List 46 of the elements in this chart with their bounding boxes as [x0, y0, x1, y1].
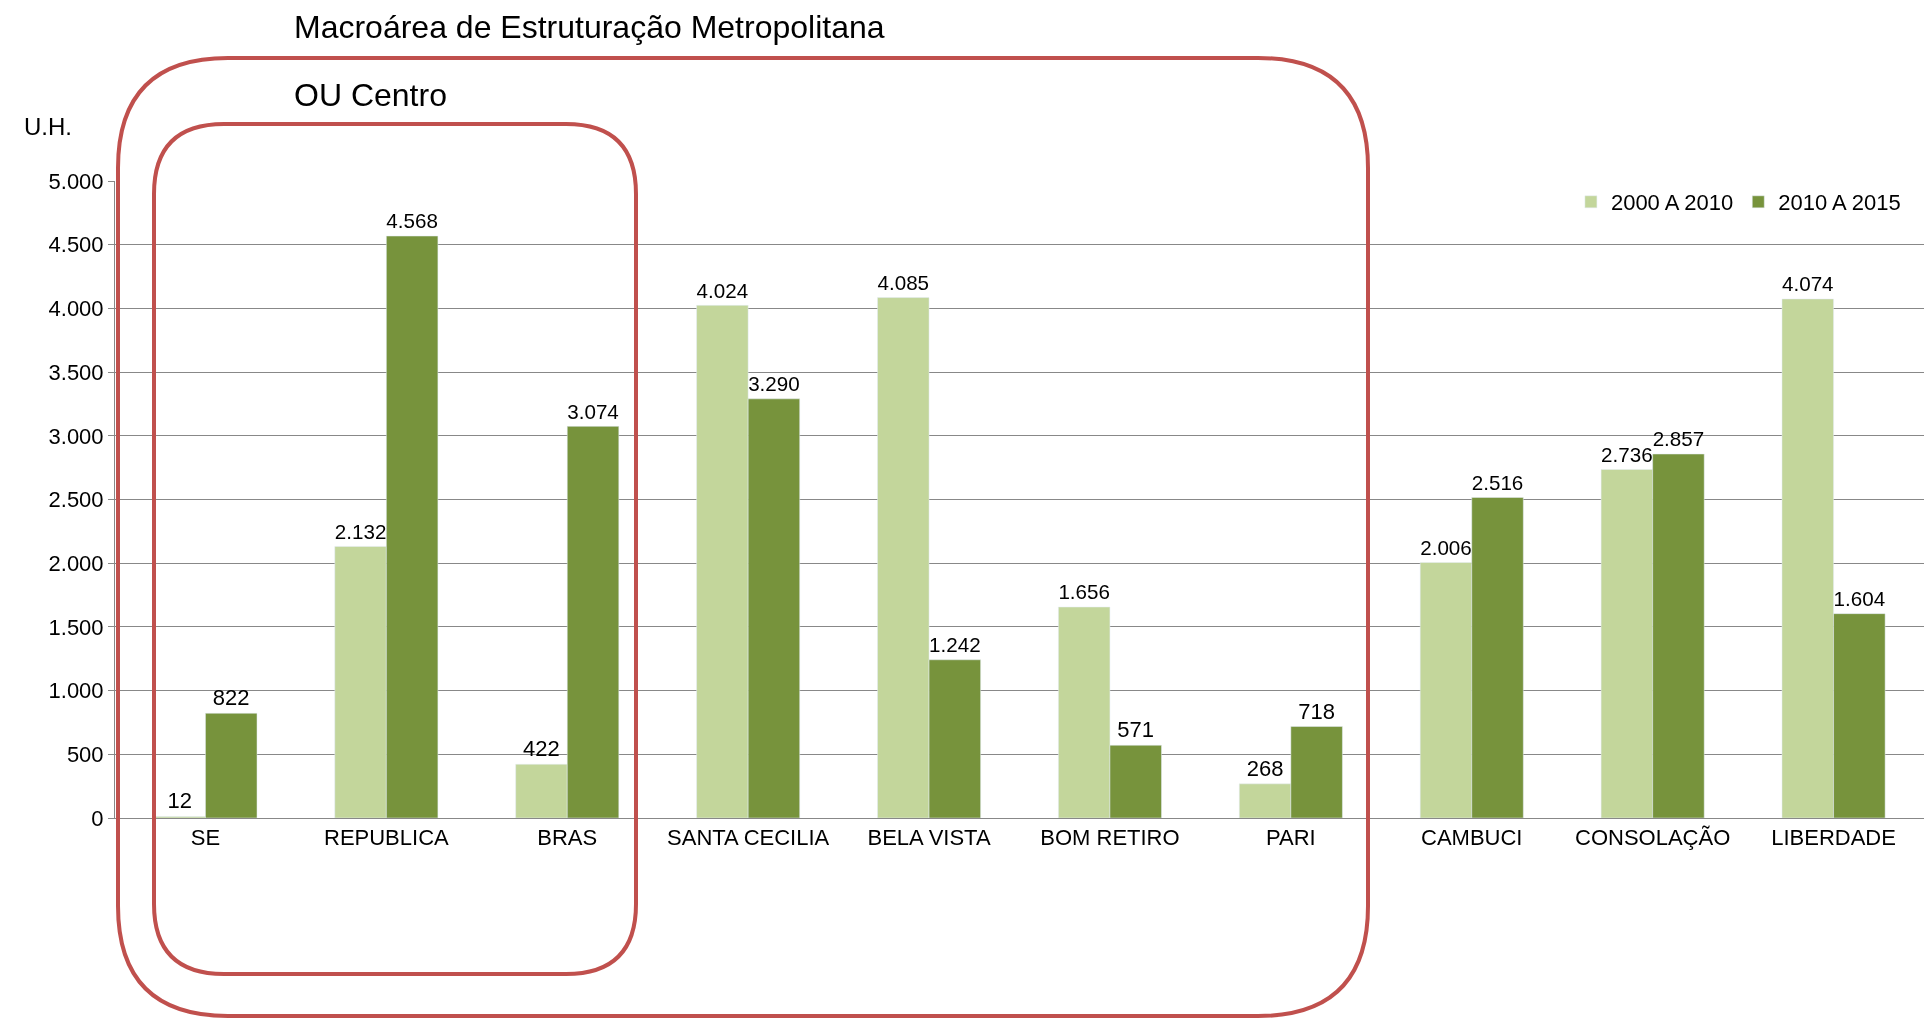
- x-tick-label: SE: [190, 825, 221, 851]
- y-tick-label: 4.500: [48, 232, 104, 258]
- y-tick-label: 2.500: [48, 487, 104, 513]
- data-label: 1.242: [929, 633, 981, 657]
- data-label: 4.568: [386, 209, 438, 233]
- data-label: 2.516: [1471, 470, 1524, 494]
- legend-label: 2010 A 2015: [1778, 190, 1901, 216]
- data-label: 12: [167, 788, 192, 814]
- data-label: 4.074: [1782, 272, 1834, 296]
- data-label: 2.006: [1420, 535, 1472, 559]
- data-label: 268: [1246, 755, 1284, 781]
- y-tick-label: 3.000: [48, 423, 104, 449]
- y-tick-label: 1.500: [48, 614, 104, 640]
- data-label: 1.656: [1058, 580, 1110, 604]
- data-label: 2.857: [1652, 427, 1705, 451]
- x-tick-label: PARI: [1265, 825, 1316, 851]
- data-label: 2.132: [334, 519, 387, 543]
- x-tick-label: BOM RETIRO: [1040, 825, 1180, 851]
- y-tick-label: 4.000: [48, 296, 104, 322]
- x-tick-label: REPUBLICA: [323, 825, 450, 851]
- x-tick-label: CAMBUCI: [1421, 825, 1523, 851]
- data-label: 2.736: [1601, 442, 1653, 466]
- y-axis-title: U.H.: [24, 113, 72, 140]
- y-tick-label: 2.000: [48, 550, 104, 576]
- chart-title: Macroárea de Estruturação Metropolitana: [294, 9, 885, 45]
- y-tick-label: 1.000: [48, 678, 104, 704]
- x-tick-label: BRAS: [537, 825, 598, 851]
- y-tick-label: 0: [91, 805, 104, 831]
- x-tick-label: CONSOLAÇÃO: [1575, 825, 1731, 851]
- data-label: 1.604: [1833, 586, 1886, 610]
- data-label: 3.074: [567, 399, 619, 423]
- data-label: 4.085: [877, 270, 930, 294]
- text: OU Centro: [294, 77, 447, 113]
- data-label: 822: [212, 685, 250, 711]
- y-tick-label: 5.000: [48, 168, 104, 194]
- data-label: 3.290: [748, 372, 800, 396]
- data-label: 718: [1298, 698, 1335, 724]
- data-label: 4.024: [696, 278, 749, 302]
- y-tick-label: 500: [66, 742, 104, 767]
- x-tick-label: LIBERDADE: [1771, 825, 1896, 851]
- data-label: 571: [1117, 717, 1155, 743]
- y-tick-label: 3.500: [48, 359, 104, 385]
- x-tick-label: BELA VISTA: [867, 825, 991, 851]
- data-label: 422: [523, 736, 560, 762]
- x-tick-label: SANTA CECILIA: [667, 825, 830, 851]
- legend-label: 2000 A 2010: [1610, 190, 1734, 216]
